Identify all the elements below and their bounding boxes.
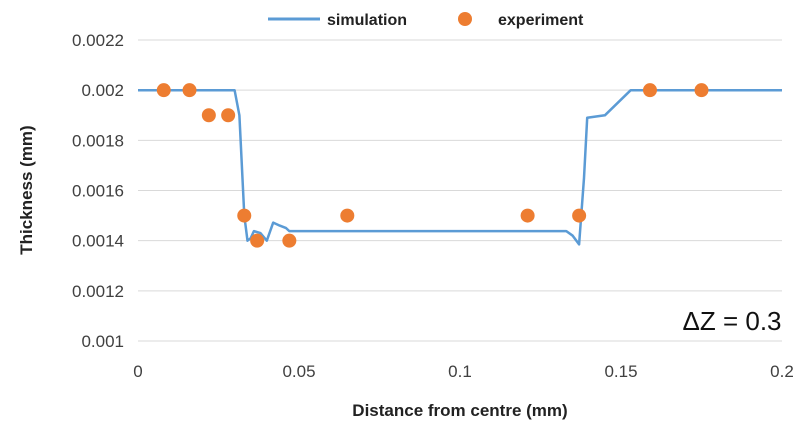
y-axis-ticks: 0.001 0.0012 0.0014 0.0016 0.0018 0.002 0.0022 xyxy=(72,31,124,351)
legend-experiment-label: experiment xyxy=(498,12,584,29)
x-tick-label: 0.15 xyxy=(604,362,637,381)
x-tick-label: 0.2 xyxy=(770,362,794,381)
y-tick-label: 0.0018 xyxy=(72,131,124,150)
delta-z-annotation: ΔZ = 0.3 xyxy=(682,306,781,336)
y-tick-label: 0.0016 xyxy=(72,182,124,201)
y-axis-title: Thickness (mm) xyxy=(17,125,36,254)
experiment-point xyxy=(201,108,216,123)
experiment-point xyxy=(237,208,252,223)
y-tick-label: 0.0014 xyxy=(72,232,124,251)
data-series xyxy=(138,83,782,248)
legend-simulation-label: simulation xyxy=(327,12,407,29)
x-tick-label: 0.1 xyxy=(448,362,472,381)
gridlines xyxy=(138,39,782,342)
experiment-point xyxy=(156,83,171,98)
experiment-point xyxy=(250,233,265,248)
y-tick-label: 0.0022 xyxy=(72,31,124,50)
experiment-point xyxy=(221,108,236,123)
x-tick-label: 0 xyxy=(133,362,142,381)
experiment-point xyxy=(694,83,709,98)
experiment-point xyxy=(340,208,355,223)
experiment-point xyxy=(572,208,587,223)
legend-experiment-swatch xyxy=(458,12,472,26)
experiment-point xyxy=(282,233,297,248)
y-tick-label: 0.002 xyxy=(81,81,124,100)
x-axis-title: Distance from centre (mm) xyxy=(352,401,567,420)
y-tick-label: 0.0012 xyxy=(72,282,124,301)
experiment-point xyxy=(182,83,197,98)
x-axis-ticks: 0 0.05 0.1 0.15 0.2 xyxy=(133,362,794,381)
simulation-line xyxy=(138,88,782,246)
legend: simulation experiment xyxy=(268,12,584,29)
x-tick-label: 0.05 xyxy=(282,362,315,381)
experiment-point xyxy=(520,208,535,223)
y-tick-label: 0.001 xyxy=(81,332,124,351)
experiment-point xyxy=(642,83,657,98)
